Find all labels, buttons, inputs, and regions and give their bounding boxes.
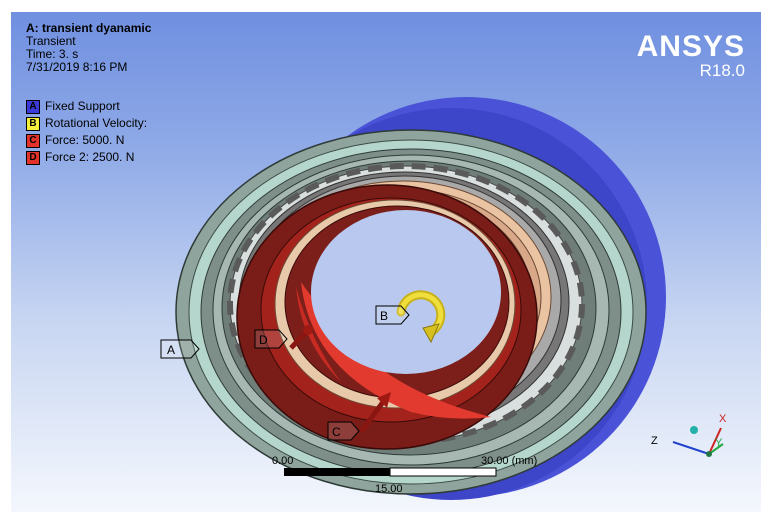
analysis-date: 7/31/2019 8:16 PM: [26, 60, 128, 74]
legend-label: Force: 5000. N: [45, 133, 125, 147]
callout-a[interactable]: A: [160, 339, 200, 359]
boundary-condition-legend: A Fixed Support B Rotational Velocity: C…: [26, 98, 147, 166]
graphics-viewport[interactable]: A: transient dyanamic Transient Time: 3.…: [11, 12, 761, 512]
scale-end: 30.00 (mm): [481, 455, 537, 467]
bearing-model[interactable]: A B C D 0.00 30.00 (mm) 15.00: [11, 12, 761, 512]
callout-c-label: C: [332, 425, 341, 439]
scale-start: 0.00: [272, 455, 293, 467]
force-c-arrow[interactable]: [358, 392, 391, 434]
analysis-info: A: transient dyanamic Transient Time: 3.…: [26, 22, 151, 74]
legend-item-rotational-velocity: B Rotational Velocity:: [26, 115, 147, 132]
legend-item-force-2: D Force 2: 2500. N: [26, 149, 147, 166]
legend-label: Rotational Velocity:: [45, 116, 148, 130]
force-d-arrow[interactable]: [289, 325, 313, 350]
ansys-logo: ANSYS R18.0: [637, 32, 745, 80]
legend-label: Fixed Support: [45, 99, 120, 113]
callout-d[interactable]: D: [254, 329, 288, 349]
axis-z-label: Z: [651, 435, 658, 447]
callout-c[interactable]: C: [327, 421, 360, 441]
rotational-velocity-icon[interactable]: [396, 290, 446, 344]
legend-item-force: C Force: 5000. N: [26, 132, 147, 149]
legend-key-d: D: [26, 150, 40, 165]
analysis-type: Transient: [26, 34, 76, 48]
analysis-time: Time: 3. s: [26, 47, 79, 61]
axis-x-label: X: [719, 413, 727, 425]
logo-version: R18.0: [699, 61, 745, 80]
callout-b-label: B: [380, 309, 388, 323]
axis-y-label: Y: [715, 437, 723, 449]
analysis-title: A: transient dyanamic: [26, 21, 152, 35]
legend-label: Force 2: 2500. N: [45, 150, 135, 164]
legend-key-a: A: [26, 99, 40, 114]
legend-key-b: B: [26, 116, 40, 131]
callout-a-label: A: [167, 343, 175, 357]
logo-name: ANSYS: [636, 30, 745, 63]
legend-item-fixed-support: A Fixed Support: [26, 98, 147, 115]
axis-triad[interactable]: Z X Y: [651, 413, 727, 457]
force-face: [296, 282, 491, 419]
scale-bar: 0.00 30.00 (mm) 15.00: [272, 455, 537, 495]
callout-d-label: D: [259, 333, 268, 347]
scale-mid: 15.00: [375, 483, 403, 495]
legend-key-c: C: [26, 133, 40, 148]
bore-opening: [311, 210, 501, 374]
callout-b[interactable]: B: [375, 305, 410, 325]
